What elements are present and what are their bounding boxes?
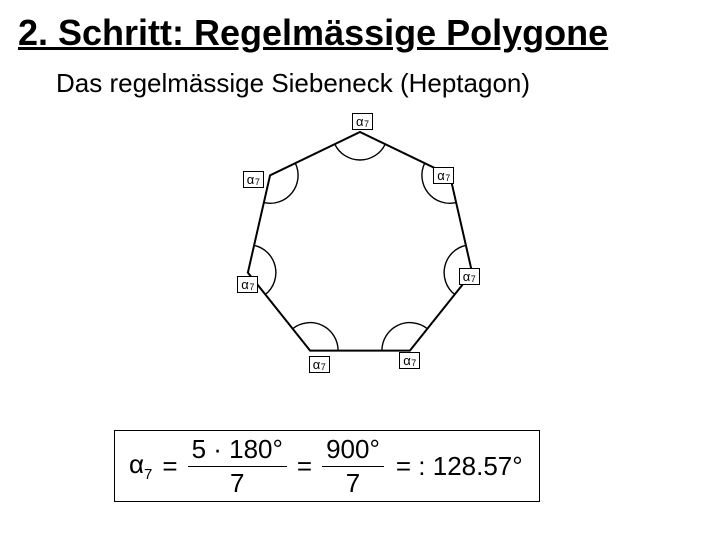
angle-label: α7 [399, 352, 420, 369]
formula-alpha: α7 [129, 449, 152, 483]
eq2: = [287, 451, 322, 482]
heptagon-svg [170, 112, 550, 382]
frac2: 900° 7 [322, 435, 384, 497]
angle-label: α7 [309, 356, 330, 373]
heptagon-diagram: α7 α7 α7 α7 α7 α7 α7 [170, 112, 550, 382]
angle-label: α7 [433, 167, 454, 184]
angle-label: α7 [237, 276, 258, 293]
angle-label: α7 [352, 113, 373, 130]
angle-label: α7 [459, 268, 480, 285]
formula-box: α7 = 5 · 180° 7 = 900° 7 = : 128.57° [114, 430, 540, 502]
frac1: 5 · 180° 7 [188, 435, 287, 497]
angle-label: α7 [243, 171, 264, 188]
heptagon-shape [248, 132, 472, 351]
angle-arc [335, 144, 385, 160]
subtitle: Das regelmässige Siebeneck (Heptagon) [0, 54, 720, 99]
eq1: = [152, 451, 187, 482]
formula-result: = : 128.57° [384, 451, 523, 482]
page-title: 2. Schritt: Regelmässige Polygone [0, 0, 720, 54]
